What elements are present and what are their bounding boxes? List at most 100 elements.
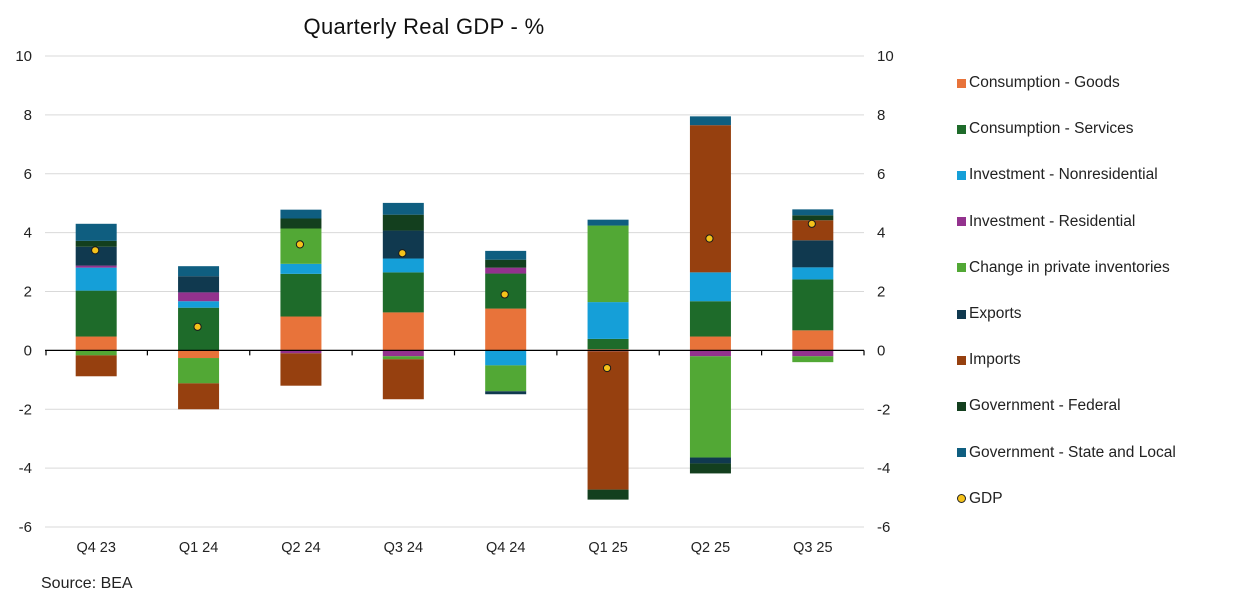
x-axis-labels: Q4 23 Q1 24 Q2 24 Q3 24 Q4 24 Q1 25 Q2 25 Q3 25 xyxy=(76,540,832,556)
bar-segment xyxy=(178,276,220,293)
bar-segment xyxy=(689,272,731,302)
y-tick-label-right: -6 xyxy=(877,519,890,536)
legend-swatch-icon xyxy=(957,124,966,134)
x-axis xyxy=(45,349,865,356)
chart-title: Quarterly Real GDP - % xyxy=(303,14,545,39)
legend-label: Change in private inventories xyxy=(969,258,1170,276)
gdp-marker xyxy=(295,240,305,249)
bar-segment xyxy=(382,214,424,231)
bar-segment xyxy=(75,355,117,377)
y-tick-label: 4 xyxy=(24,225,32,242)
gdp-marker xyxy=(91,246,100,255)
y-axis-right: 10 8 6 4 2 0 -2 -4 -6 xyxy=(877,48,894,536)
legend-item: Government - Federal xyxy=(957,395,1121,417)
bar-segment xyxy=(280,316,322,351)
x-tick-label: Q4 24 xyxy=(486,540,526,556)
bar-segment xyxy=(485,259,527,268)
legend-item: Imports xyxy=(957,349,1021,371)
gdp-marker xyxy=(705,234,714,243)
bar-segment xyxy=(689,125,731,273)
y-tick-label: -4 xyxy=(19,460,32,477)
bar-segment xyxy=(280,350,322,354)
bar-segment xyxy=(178,292,220,302)
bar-segment xyxy=(382,350,424,357)
bar-segment xyxy=(485,365,527,392)
bar-segment xyxy=(280,353,322,386)
y-tick-label: -2 xyxy=(19,401,32,418)
bar-segment xyxy=(587,489,629,500)
bar-segment xyxy=(280,273,322,317)
y-tick-label: -6 xyxy=(19,519,32,536)
bar-segment xyxy=(382,272,424,313)
bar-segment xyxy=(382,258,424,273)
legend-swatch-icon xyxy=(957,448,966,458)
x-tick-label: Q3 24 xyxy=(384,540,424,556)
y-tick-label-right: 4 xyxy=(877,225,885,242)
y-tick-label-right: 2 xyxy=(877,284,885,301)
legend-swatch-icon xyxy=(957,355,966,365)
gdp-marker xyxy=(193,322,202,331)
bar-segment xyxy=(382,202,424,215)
bar-segment xyxy=(382,359,424,400)
x-tick-label: Q1 25 xyxy=(588,540,628,556)
y-tick-label-right: 0 xyxy=(877,342,885,359)
bar-segment xyxy=(689,336,731,351)
y-tick-label-right: 6 xyxy=(877,166,885,183)
bar-segment xyxy=(792,209,834,216)
legend-label: Exports xyxy=(969,305,1022,322)
bar-segment xyxy=(382,356,424,360)
bar-segment xyxy=(689,457,731,464)
y-tick-label: 8 xyxy=(24,107,32,124)
bar-segment xyxy=(587,219,629,226)
legend-label: Investment - Nonresidential xyxy=(969,166,1158,184)
bar-segment xyxy=(689,463,731,474)
gdp-markers xyxy=(91,219,816,373)
gdp-marker xyxy=(807,219,816,228)
x-tick-label: Q2 24 xyxy=(281,540,321,556)
legend-item: Exports xyxy=(957,303,1022,325)
gdp-marker xyxy=(500,290,509,299)
bar-segment xyxy=(75,350,117,356)
legend-item: Consumption - Goods xyxy=(957,72,1120,94)
bar-segment xyxy=(689,301,731,337)
legend-label: Government - State and Local xyxy=(969,443,1176,461)
legend-label: GDP xyxy=(969,489,1003,507)
legend-item: Investment - Residential xyxy=(957,211,1135,233)
y-tick-label: 10 xyxy=(15,48,32,65)
bar-segment xyxy=(75,223,117,241)
y-tick-label-right: 8 xyxy=(877,107,885,124)
bar-segment xyxy=(792,215,834,221)
bar-segment xyxy=(178,383,220,410)
bar-segment xyxy=(485,250,527,260)
bar-segment xyxy=(280,263,322,274)
y-tick-label: 6 xyxy=(24,166,32,183)
source-note: Source: BEA xyxy=(41,575,133,592)
bar-segment xyxy=(587,302,629,339)
legend-label: Consumption - Goods xyxy=(969,74,1120,91)
bar-segment xyxy=(689,116,731,126)
bar-segment xyxy=(792,350,834,357)
bar-segment xyxy=(178,358,220,384)
y-tick-label-right: 10 xyxy=(877,48,894,65)
bar-segment xyxy=(792,220,834,241)
legend-item: GDP xyxy=(957,488,1003,510)
bar-segment xyxy=(280,209,322,219)
gridlines xyxy=(45,55,864,528)
bar-segment xyxy=(587,351,629,490)
gdp-marker xyxy=(398,249,407,258)
bar-segment xyxy=(75,290,117,337)
bar-segment xyxy=(587,225,629,303)
legend-swatch-icon xyxy=(957,401,966,411)
legend-swatch-icon xyxy=(957,309,966,319)
bar-segment xyxy=(75,265,117,268)
legend-label: Government - Federal xyxy=(969,397,1121,415)
bar-segment xyxy=(178,350,220,359)
bar-segment xyxy=(485,308,527,351)
bar-segment xyxy=(792,330,834,351)
bar-segment xyxy=(485,350,527,366)
bar-segment xyxy=(587,338,629,350)
bar-segment xyxy=(792,267,834,280)
bar-segment xyxy=(178,301,220,308)
legend-item: Change in private inventories xyxy=(957,257,1170,279)
